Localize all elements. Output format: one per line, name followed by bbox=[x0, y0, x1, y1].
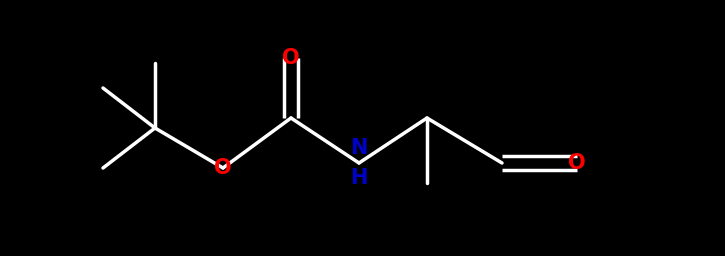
Text: O: O bbox=[568, 153, 586, 173]
Text: H: H bbox=[350, 168, 368, 188]
Text: O: O bbox=[214, 158, 232, 178]
Text: O: O bbox=[282, 48, 300, 68]
Text: N: N bbox=[350, 138, 368, 158]
